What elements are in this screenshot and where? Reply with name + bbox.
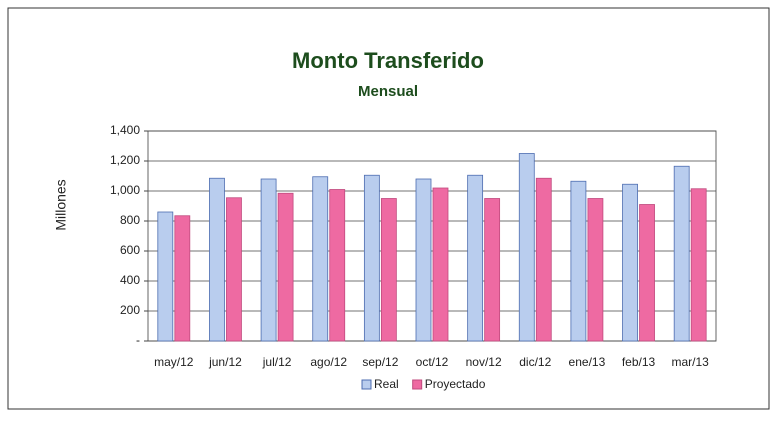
x-tick-label: ago/12: [310, 355, 347, 369]
x-tick-label: jun/12: [208, 355, 242, 369]
y-tick-label: 600: [120, 243, 140, 257]
y-tick-label: 400: [120, 273, 140, 287]
x-tick-label: sep/12: [362, 355, 398, 369]
bar: [415, 178, 432, 342]
y-tick-label: -: [136, 333, 140, 347]
bar: [518, 153, 535, 342]
legend-swatch: [361, 379, 372, 390]
bar: [622, 183, 638, 342]
x-tick-label: feb/13: [622, 355, 656, 369]
x-tick-label: jul/12: [262, 355, 292, 369]
bar: [570, 180, 587, 342]
chart-subtitle: Mensual: [358, 83, 418, 100]
bar: [363, 174, 380, 342]
y-tick-label: 1,400: [110, 123, 140, 137]
x-tick-label: may/12: [154, 355, 194, 369]
bar: [260, 178, 277, 342]
chart-title: Monto Transferido: [292, 48, 484, 73]
y-tick-label: 800: [120, 213, 140, 227]
bar: [467, 174, 484, 342]
y-tick-label: 1,000: [110, 183, 140, 197]
bar: [639, 204, 655, 342]
bar: [484, 198, 501, 342]
bar: [312, 176, 329, 342]
bar: [432, 187, 449, 342]
bar: [535, 177, 552, 342]
legend-label: Proyectado: [425, 377, 486, 391]
y-tick-label: 1,200: [110, 153, 140, 167]
bar: [174, 215, 191, 342]
bar: [277, 192, 294, 342]
y-axis-label: Millones: [53, 179, 69, 230]
bar: [587, 198, 604, 342]
legend-label: Real: [374, 377, 399, 391]
bar: [209, 177, 225, 342]
y-tick-label: 200: [120, 303, 140, 317]
x-tick-label: nov/12: [466, 355, 502, 369]
bar: [380, 198, 397, 342]
bar: [226, 197, 242, 342]
bar: [157, 211, 174, 342]
bar: [329, 189, 346, 342]
legend-swatch: [412, 379, 423, 390]
x-tick-label: dic/12: [519, 355, 551, 369]
x-tick-label: ene/13: [569, 355, 606, 369]
bar: [673, 165, 690, 342]
x-tick-label: oct/12: [416, 355, 449, 369]
x-tick-label: mar/13: [672, 355, 710, 369]
bar: [690, 188, 707, 342]
